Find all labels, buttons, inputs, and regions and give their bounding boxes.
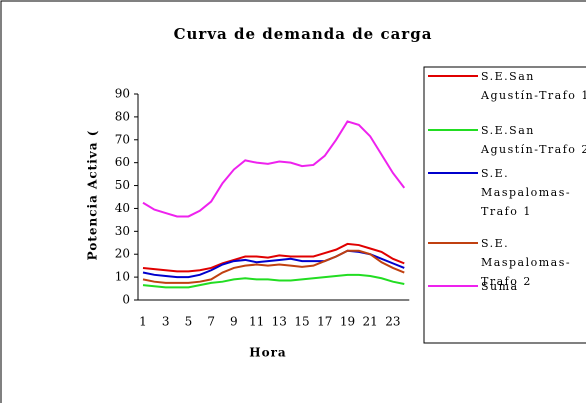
y-tick-label: 0	[122, 293, 130, 307]
y-tick-label: 70	[115, 132, 130, 146]
y-tick-label: 50	[115, 178, 130, 192]
x-tick-label: 15	[294, 315, 309, 329]
y-axis-label: Potencia Activa (	[86, 130, 100, 261]
x-tick-label: 5	[185, 315, 193, 329]
x-tick-label: 3	[162, 315, 170, 329]
x-tick-label: 11	[249, 315, 264, 329]
y-tick-label: 80	[115, 109, 130, 123]
series-line	[142, 242, 405, 273]
x-tick-label: 23	[385, 315, 400, 329]
y-tick-label: 30	[115, 224, 130, 238]
x-tick-label: 13	[272, 315, 287, 329]
y-tick-label: 20	[115, 247, 130, 261]
x-tick-label: 1	[139, 315, 147, 329]
y-tick-label: 60	[115, 155, 130, 169]
x-tick-label: 19	[340, 315, 355, 329]
legend-label: Suma	[481, 280, 519, 293]
chart-title: Curva de demanda de carga	[174, 25, 433, 43]
y-tick-label: 10	[115, 270, 130, 284]
legend-label: S.E. Maspalomas-Trafo 1	[481, 167, 572, 218]
y-tick-label: 40	[115, 201, 130, 215]
legend-label: S.E.San Agustín-Trafo 1	[481, 70, 586, 102]
series-line	[142, 120, 406, 218]
legend-label: S.E. Maspalomas-Trafo 2	[481, 237, 572, 288]
series-line	[142, 249, 405, 284]
x-tick-label: 7	[207, 315, 215, 329]
legend-box	[423, 66, 586, 344]
y-tick-label: 90	[115, 87, 130, 101]
x-tick-label: 21	[363, 315, 378, 329]
legend-label: S.E.San Agustín-Trafo 2	[481, 124, 586, 156]
x-tick-label: 17	[317, 315, 332, 329]
series-line	[142, 273, 405, 289]
x-axis-label: Hora	[249, 346, 286, 360]
x-tick-label: 9	[230, 315, 238, 329]
series-line	[142, 249, 405, 279]
